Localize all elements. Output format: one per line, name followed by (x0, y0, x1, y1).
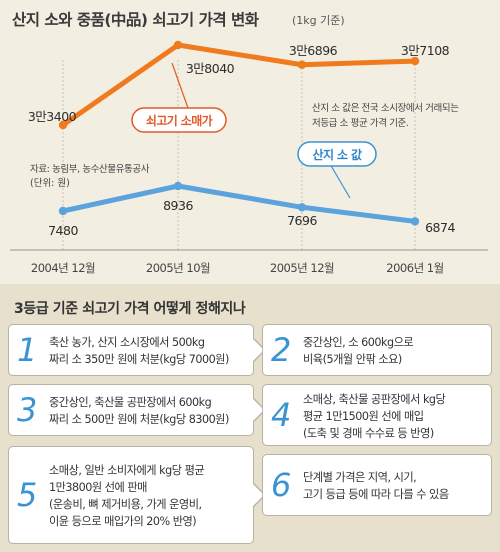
data-label: 8936 (163, 198, 193, 213)
step-text-line: 이윤 등으로 매입가의 20% 반영) (49, 515, 197, 528)
step-text-line: (도축 및 경매 수수료 등 반영) (303, 426, 434, 440)
data-point (410, 56, 420, 66)
step-text-line: 중간상인, 축산물 공판장에서 600kg (49, 396, 212, 409)
annotation-text: 저등급 소 평균 가격 기준. (312, 117, 409, 129)
step-text-line: 고기 등급 등에 따라 다를 수 있음 (303, 488, 449, 501)
step-text-line: 짜리 소 350만 원에 처분(kg당 7000원) (49, 353, 229, 366)
data-label: 3만8040 (186, 61, 235, 76)
step-text-line: 짜리 소 500만 원에 처분(kg당 8300원) (49, 413, 229, 426)
legend-badge-cattle (297, 141, 377, 167)
data-point (58, 206, 68, 216)
step-text: 축산 농가, 산지 소시장에서 500kg 짜리 소 350만 원에 처분(kg당… (49, 334, 229, 368)
data-point (297, 60, 307, 69)
step-text: 소매상, 일반 소비자에게 kg당 평균 1만3800원 선에 판매 (운송비, 뼈… (49, 462, 205, 530)
chart-unit: (1kg 기준) (292, 14, 345, 27)
step-card-3: 3 중간상인, 축산물 공판장에서 600kg 짜리 소 500만 원에 처분(kg… (8, 384, 266, 436)
step-number: 1 (17, 331, 38, 369)
step-card-5: 5 소매상, 일반 소비자에게 kg당 평균 1만3800원 선에 판매 (운송비, … (8, 446, 266, 544)
callout-pointer (329, 163, 351, 199)
x-tick-label: 2005년 10월 (146, 261, 210, 275)
data-label: 3만7108 (401, 43, 450, 58)
step-text: 중간상인, 축산물 공판장에서 600kg 짜리 소 500만 원에 처분(kg당… (49, 394, 229, 428)
step-number: 4 (271, 396, 292, 434)
step-number: 2 (271, 331, 292, 369)
steps-title: 3등급 기준 쇠고기 가격 어떻게 정해지나 (14, 301, 246, 317)
series-line-0 (60, 42, 418, 128)
data-label: 6874 (425, 220, 455, 235)
x-tick-label: 2006년 1월 (386, 261, 443, 275)
step-card-6: 6 단계별 가격은 지역, 시기, 고기 등급 등에 따라 다를 수 있음 (262, 454, 492, 516)
chart-title: 산지 소와 중품(中品) 쇠고기 가격 변화 (12, 11, 259, 29)
data-point (173, 181, 183, 191)
step-text-line: 소매상, 축산물 공판장에서 kg당 (303, 392, 446, 406)
legend-label-cattle: 산지 소 값 (313, 147, 362, 162)
step-text-line: 평균 1만1500원 선에 매입 (303, 409, 424, 423)
series-line-1 (60, 183, 418, 224)
legend-badge-retail (131, 107, 227, 133)
step-text-line: 소매상, 일반 소비자에게 kg당 평균 (49, 464, 205, 477)
x-tick-label: 2004년 12월 (31, 261, 95, 275)
chart-panel: 3만3400 3만8040 3만6896 3만7108 7480 8936 7696 6874… (10, 11, 488, 275)
unit-note: (단위: 원) (30, 177, 70, 189)
step-text-line: 중간상인, 소 600kg으로 (303, 336, 414, 349)
data-point (173, 40, 183, 50)
step-text-line: (운송비, 뼈 제거비용, 가게 운영비, (49, 498, 202, 511)
legend-label-retail: 쇠고기 소매가 (146, 113, 213, 128)
annotation-text: 산지 소 값은 전국 소시장에서 거래되는 (312, 102, 459, 114)
data-point (58, 120, 68, 130)
step-text-line: 1만3800원 선에 판매 (49, 481, 147, 494)
data-point (410, 217, 420, 226)
step-number: 6 (271, 466, 292, 504)
steps-panel: 3등급 기준 쇠고기 가격 어떻게 정해지나 1 축산 농가, 산지 소시장에서 … (0, 284, 500, 552)
step-text-line: 비육(5개월 안팎 소요) (303, 353, 402, 366)
source-text: 자료: 농림부, 농수산물유통공사 (30, 163, 150, 175)
step-number: 5 (17, 476, 38, 514)
step-text: 단계별 가격은 지역, 시기, 고기 등급 등에 따라 다를 수 있음 (303, 469, 449, 503)
step-text-line: 축산 농가, 산지 소시장에서 500kg (49, 336, 205, 349)
data-label: 7696 (287, 213, 317, 228)
x-tick-label: 2005년 12월 (270, 261, 334, 275)
step-card-1: 1 축산 농가, 산지 소시장에서 500kg 짜리 소 350만 원에 처분(kg… (8, 324, 266, 376)
data-point (297, 203, 307, 212)
callout-pointer (171, 62, 189, 109)
data-label: 3만3400 (28, 109, 77, 124)
step-text-line: 단계별 가격은 지역, 시기, (303, 471, 417, 484)
data-label: 3만6896 (289, 43, 338, 58)
step-number: 3 (17, 391, 38, 429)
data-label: 7480 (48, 223, 78, 238)
line-chart: 3만3400 3만8040 3만6896 3만7108 7480 8936 7696 6874… (10, 40, 488, 275)
